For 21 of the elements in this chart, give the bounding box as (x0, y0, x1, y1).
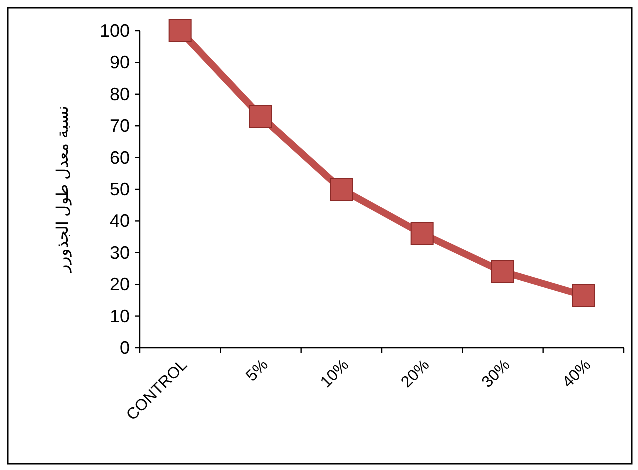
point (330, 178, 354, 201)
point (168, 20, 192, 42)
y-axis-title: نسبة معدل طول الجذورر (55, 106, 72, 274)
y-tick-label: 40 (110, 211, 130, 232)
y-tick-label: 10 (110, 306, 130, 326)
y-tick-label: 60 (110, 148, 130, 168)
x-tick-label: 40% (560, 356, 594, 392)
y-tick-label: 0 (120, 338, 130, 358)
y-tick-label: 90 (110, 52, 130, 73)
y-tick-label: 20 (110, 274, 130, 295)
y-tick-label: 30 (110, 242, 130, 263)
x-tick-label: 5% (243, 356, 272, 386)
point (410, 222, 434, 246)
point (492, 260, 514, 284)
y-tick-label: 100 (100, 21, 130, 41)
x-tick-label: 30% (479, 356, 514, 392)
y-tick-label: 80 (110, 84, 130, 104)
y-tick-label: 70 (110, 116, 130, 136)
point (572, 284, 596, 308)
y-tick-label: 50 (110, 180, 130, 200)
point (250, 105, 272, 128)
